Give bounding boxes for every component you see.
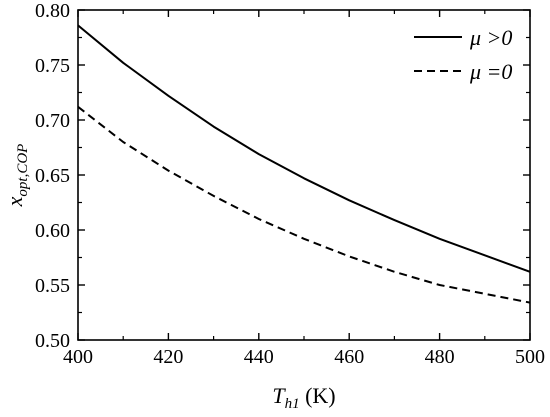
x-axis-symbol: T [272,383,286,408]
y-tick-label: 0.70 [35,110,70,132]
y-tick-label: 0.55 [35,275,70,297]
y-tick-label: 0.75 [35,55,70,77]
y-axis-title: xopt,COP [2,144,31,208]
y-tick-label: 0.50 [35,330,70,352]
y-tick-label: 0.60 [35,220,70,242]
tick-layer: 400 420 440 460 480 500 0.50 0.55 0.60 0.65 0.70 0.… [35,0,545,368]
x-tick-label: 420 [153,346,183,368]
x-tick-label: 440 [244,346,274,368]
x-tick-label: 480 [425,346,455,368]
x-tick-label: 400 [63,346,93,368]
plot-frame [77,9,531,341]
x-tick-label: 460 [334,346,364,368]
legend: μ >0 μ =0 [414,25,512,84]
x-axis-subscript: h1 [285,396,300,412]
series-line-mu-zero [77,106,531,304]
y-tick-label: 0.65 [35,165,70,187]
y-axis-subscript: opt,COP [15,144,31,197]
legend-label-mu-positive: μ >0 [469,25,512,50]
x-tick-label: 500 [515,346,545,368]
series-line-mu-positive [77,24,531,273]
series-layer [77,24,531,304]
y-tick-label: 0.80 [35,0,70,22]
legend-label-mu-zero: μ =0 [469,59,512,84]
y-axis-symbol: x [2,196,27,207]
x-axis-title: Th1 (K) [272,383,335,412]
x-axis-unit: (K) [300,383,336,408]
